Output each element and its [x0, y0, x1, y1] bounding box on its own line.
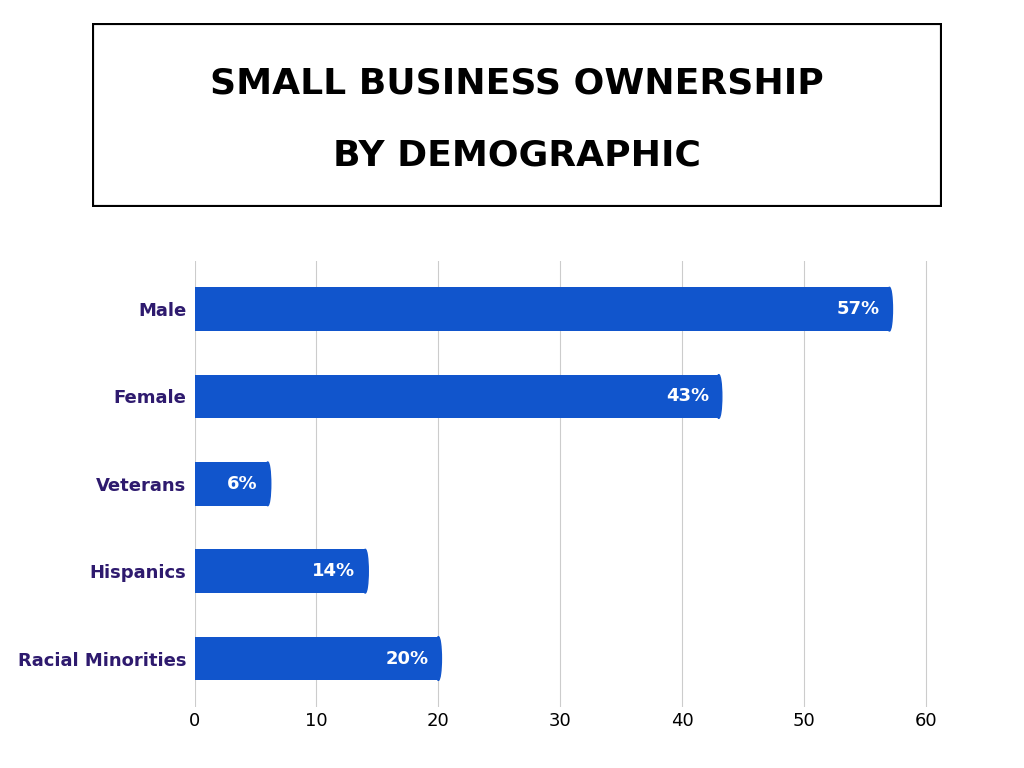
Text: 20%: 20% — [385, 650, 429, 667]
Circle shape — [435, 637, 441, 680]
Circle shape — [716, 375, 722, 419]
Text: BY DEMOGRAPHIC: BY DEMOGRAPHIC — [333, 139, 701, 173]
Circle shape — [264, 462, 270, 505]
Text: 6%: 6% — [227, 475, 258, 493]
Text: 43%: 43% — [666, 388, 709, 406]
Text: 14%: 14% — [312, 562, 355, 580]
Bar — [195, 637, 438, 680]
Bar — [195, 375, 719, 419]
Text: 57%: 57% — [837, 300, 880, 318]
Circle shape — [887, 287, 893, 331]
Circle shape — [362, 549, 369, 593]
Bar — [195, 549, 366, 593]
Bar — [195, 287, 890, 331]
Text: SMALL BUSINESS OWNERSHIP: SMALL BUSINESS OWNERSHIP — [210, 67, 824, 101]
FancyBboxPatch shape — [92, 23, 942, 207]
Bar — [195, 462, 267, 505]
